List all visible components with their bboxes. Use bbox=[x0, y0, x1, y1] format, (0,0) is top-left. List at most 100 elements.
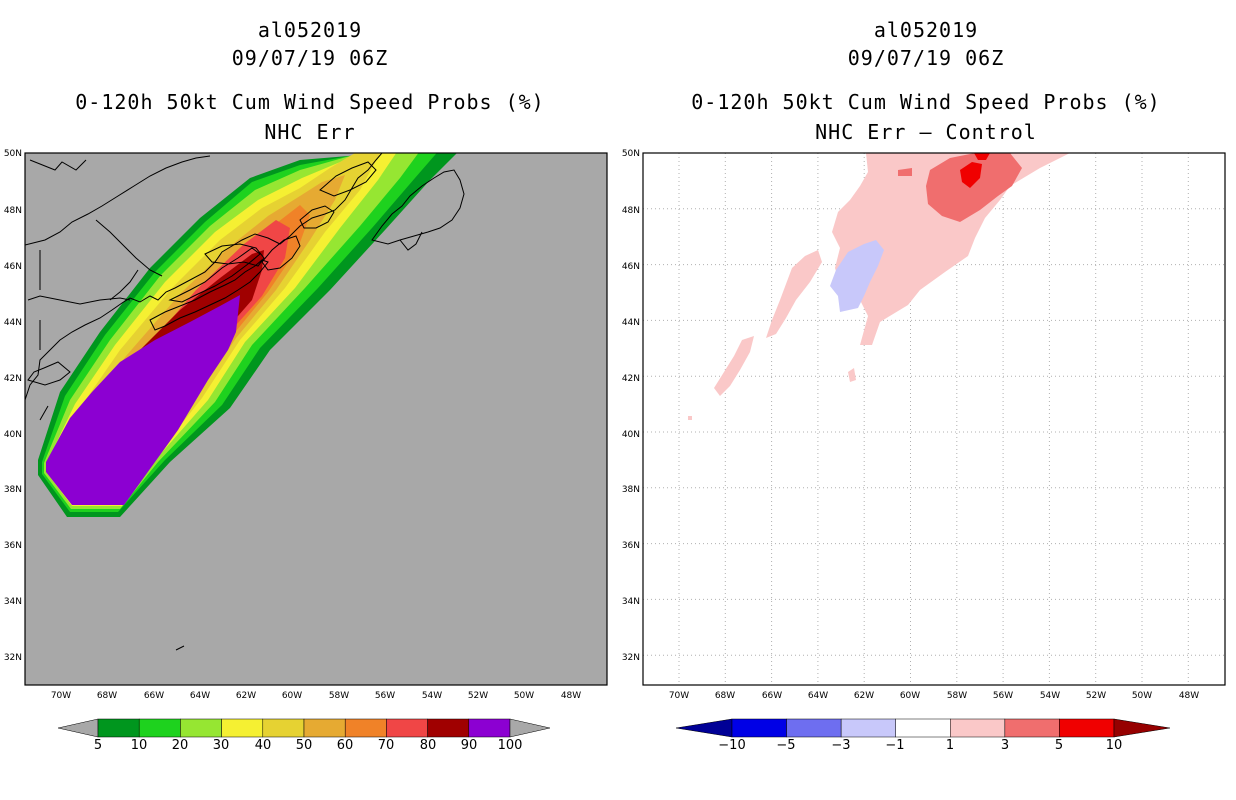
right-lon-label: 58W bbox=[947, 691, 967, 701]
left-lon-label: 60W bbox=[282, 691, 302, 701]
left-lon-label: 54W bbox=[422, 691, 442, 701]
right-colorbar-label: −10 bbox=[718, 738, 745, 753]
right-colorbar-over bbox=[1113, 718, 1171, 738]
right-colorbar-label: 5 bbox=[1055, 738, 1063, 753]
right-colorbar-label: 10 bbox=[1106, 738, 1123, 753]
right-lon-label: 62W bbox=[854, 691, 874, 701]
right-colorbar-under bbox=[675, 718, 733, 738]
left-colorbar-swatch bbox=[97, 718, 140, 738]
right-lat-label: 32N bbox=[622, 653, 640, 663]
right-lon-label: 60W bbox=[900, 691, 920, 701]
left-colorbar-label: 80 bbox=[420, 738, 437, 753]
left-lat-label: 44N bbox=[4, 318, 22, 328]
left-colorbar-label: 20 bbox=[172, 738, 189, 753]
left-lon-label: 48W bbox=[561, 691, 581, 701]
right-lon-label: 56W bbox=[993, 691, 1013, 701]
right-colorbar-swatch bbox=[895, 718, 951, 738]
right-lat-label: 50N bbox=[622, 149, 640, 159]
left-lon-label: 62W bbox=[236, 691, 256, 701]
left-colorbar-swatch bbox=[138, 718, 181, 738]
right-difference-field bbox=[688, 153, 1070, 420]
left-product-title: 0-120h 50kt Cum Wind Speed Probs (%) bbox=[75, 90, 545, 114]
right-lon-label: 66W bbox=[762, 691, 782, 701]
left-colorbar-label: 50 bbox=[296, 738, 313, 753]
right-colorbar-label: −5 bbox=[776, 738, 795, 753]
right-storm-id: al052019 bbox=[873, 18, 979, 42]
left-colorbar-swatch bbox=[427, 718, 470, 738]
right-colorbar-label: −1 bbox=[885, 738, 904, 753]
right-lat-label: 42N bbox=[622, 374, 640, 384]
left-lat-label: 38N bbox=[4, 485, 22, 495]
left-map-panel: 50N 48N 46N 44N 42N 40N 38N 36N 34N 32N … bbox=[4, 149, 608, 701]
left-lon-label: 68W bbox=[97, 691, 117, 701]
right-colorbar-label: −3 bbox=[831, 738, 850, 753]
left-lon-label: 50W bbox=[514, 691, 534, 701]
right-datetime: 09/07/19 06Z bbox=[847, 46, 1005, 70]
left-lat-label: 40N bbox=[4, 430, 22, 440]
left-colorbar-swatch bbox=[386, 718, 428, 738]
right-lat-label: 40N bbox=[622, 430, 640, 440]
left-colorbar-over bbox=[509, 718, 551, 738]
left-lon-label: 66W bbox=[144, 691, 164, 701]
left-storm-id: al052019 bbox=[257, 18, 363, 42]
left-lon-label: 64W bbox=[190, 691, 210, 701]
left-colorbar: 5 10 20 30 40 50 60 70 80 90 100 bbox=[57, 718, 551, 753]
left-colorbar-label: 30 bbox=[213, 738, 230, 753]
left-datetime: 09/07/19 06Z bbox=[231, 46, 389, 70]
right-subtitle: NHC Err – Control bbox=[815, 120, 1037, 144]
right-lat-label: 48N bbox=[622, 206, 640, 216]
left-lat-label: 32N bbox=[4, 653, 22, 663]
left-colorbar-label: 10 bbox=[131, 738, 148, 753]
right-lon-label: 48W bbox=[1179, 691, 1199, 701]
left-lat-label: 34N bbox=[4, 597, 22, 607]
left-lat-label: 36N bbox=[4, 541, 22, 551]
right-lon-label: 52W bbox=[1086, 691, 1106, 701]
left-subtitle: NHC Err bbox=[264, 120, 356, 144]
right-colorbar-swatch bbox=[731, 718, 787, 738]
right-lat-label: 38N bbox=[622, 485, 640, 495]
left-colorbar-swatch bbox=[180, 718, 222, 738]
left-colorbar-label: 100 bbox=[498, 738, 523, 753]
right-colorbar-swatch bbox=[1059, 718, 1115, 738]
right-colorbar-swatch bbox=[950, 718, 1006, 738]
right-colorbar-swatch bbox=[786, 718, 842, 738]
left-colorbar-label: 40 bbox=[255, 738, 272, 753]
left-colorbar-swatch bbox=[344, 718, 387, 738]
right-product-title: 0-120h 50kt Cum Wind Speed Probs (%) bbox=[691, 90, 1161, 114]
right-lon-label: 68W bbox=[715, 691, 735, 701]
right-colorbar-swatch bbox=[1004, 718, 1060, 738]
right-lon-label: 64W bbox=[808, 691, 828, 701]
left-colorbar-label: 70 bbox=[378, 738, 395, 753]
left-colorbar-swatch bbox=[221, 718, 264, 738]
left-colorbar-under bbox=[57, 718, 99, 738]
left-colorbar-swatch bbox=[303, 718, 346, 738]
left-colorbar-swatch bbox=[468, 718, 511, 738]
left-lon-label: 70W bbox=[51, 691, 71, 701]
left-lat-label: 42N bbox=[4, 374, 22, 384]
left-probability-swath bbox=[38, 153, 457, 517]
right-colorbar-label: 1 bbox=[946, 738, 954, 753]
left-colorbar-swatch bbox=[262, 718, 305, 738]
right-map-panel: 50N 48N 46N 44N 42N 40N 38N 36N 34N 32N … bbox=[622, 149, 1226, 701]
left-lat-label: 46N bbox=[4, 262, 22, 272]
left-lat-label: 50N bbox=[4, 149, 22, 159]
left-lon-label: 56W bbox=[375, 691, 395, 701]
right-lat-label: 44N bbox=[622, 318, 640, 328]
right-colorbar: −10 −5 −3 −1 1 3 5 10 bbox=[675, 718, 1171, 753]
right-lon-label: 70W bbox=[669, 691, 689, 701]
left-axis-labels: 50N 48N 46N 44N 42N 40N 38N 36N 34N 32N … bbox=[4, 149, 581, 701]
left-lon-label: 58W bbox=[329, 691, 349, 701]
left-lat-label: 48N bbox=[4, 206, 22, 216]
right-axis-labels: 50N 48N 46N 44N 42N 40N 38N 36N 34N 32N … bbox=[622, 149, 1199, 701]
left-colorbar-label: 90 bbox=[461, 738, 478, 753]
right-lat-label: 34N bbox=[622, 597, 640, 607]
left-colorbar-label: 60 bbox=[337, 738, 354, 753]
left-lon-label: 52W bbox=[468, 691, 488, 701]
right-lat-label: 36N bbox=[622, 541, 640, 551]
right-lon-label: 54W bbox=[1040, 691, 1060, 701]
right-lat-label: 46N bbox=[622, 262, 640, 272]
right-lon-label: 50W bbox=[1132, 691, 1152, 701]
right-colorbar-swatch bbox=[840, 718, 896, 738]
right-colorbar-label: 3 bbox=[1001, 738, 1009, 753]
